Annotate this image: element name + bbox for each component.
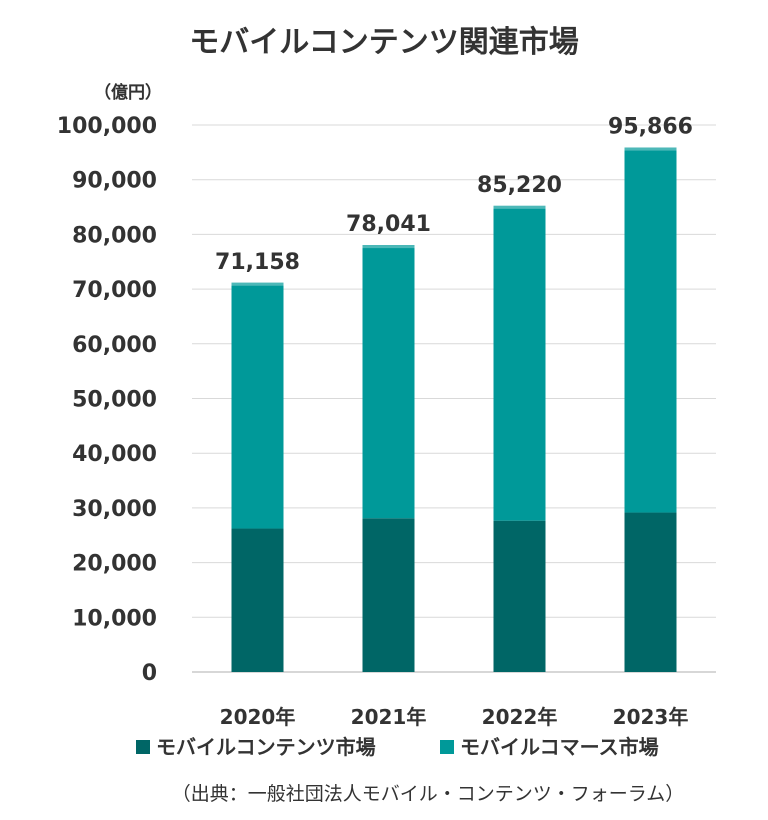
y-tick-label: 40,000 — [72, 442, 157, 467]
chart-title: モバイルコンテンツ関連市場 — [189, 25, 578, 60]
legend-swatch-mobile-commerce — [440, 740, 454, 754]
data-label-total: 85,220 — [477, 173, 562, 198]
y-tick-label: 30,000 — [72, 497, 157, 522]
y-tick-label: 80,000 — [72, 223, 157, 248]
bar-mobile-content — [493, 520, 546, 672]
x-tick-label: 2022年 — [482, 705, 558, 729]
y-tick-label: 60,000 — [72, 333, 157, 358]
data-label-total: 78,041 — [346, 212, 431, 237]
y-tick-label: 90,000 — [72, 169, 157, 194]
bars — [231, 147, 677, 672]
data-labels: 71,158 78,041 85,220 95,866 — [215, 115, 693, 275]
legend-swatch-mobile-content — [136, 740, 150, 754]
bar-top-cap — [624, 147, 677, 151]
x-tick-label: 2023年 — [613, 705, 689, 729]
x-axis-ticks: 2020年 2021年 2022年 2023年 — [220, 705, 689, 729]
bar-mobile-content — [624, 512, 677, 672]
data-label-total: 71,158 — [215, 250, 300, 275]
y-tick-label: 100,000 — [57, 114, 157, 139]
bar-top-cap — [362, 245, 415, 249]
bar-top-cap — [493, 205, 546, 209]
legend: モバイルコンテンツ市場 モバイルコマース市場 — [136, 735, 659, 759]
x-tick-label: 2020年 — [220, 705, 296, 729]
y-tick-label: 70,000 — [72, 278, 157, 303]
source-note: （出典：一般社団法人モバイル・コンテンツ・フォーラム） — [172, 783, 684, 805]
bar-top-cap — [231, 282, 284, 286]
bar-mobile-commerce — [362, 245, 415, 519]
y-axis-ticks: 0 10,000 20,000 30,000 40,000 50,000 60,000 70,… — [57, 114, 157, 686]
bar-mobile-commerce — [231, 282, 284, 529]
y-tick-label: 0 — [142, 661, 157, 686]
y-tick-label: 20,000 — [72, 552, 157, 577]
y-tick-label: 50,000 — [72, 388, 157, 413]
bar-mobile-content — [362, 518, 415, 672]
data-label-total: 95,866 — [608, 115, 693, 140]
legend-label-mobile-commerce: モバイルコマース市場 — [460, 735, 659, 759]
bar-mobile-commerce — [624, 147, 677, 513]
bar-mobile-content — [231, 528, 284, 672]
x-tick-label: 2021年 — [351, 705, 427, 729]
y-unit-label: （億円） — [94, 82, 162, 103]
y-tick-label: 10,000 — [72, 606, 157, 631]
legend-label-mobile-content: モバイルコンテンツ市場 — [156, 735, 376, 759]
bar-mobile-commerce — [493, 205, 546, 521]
